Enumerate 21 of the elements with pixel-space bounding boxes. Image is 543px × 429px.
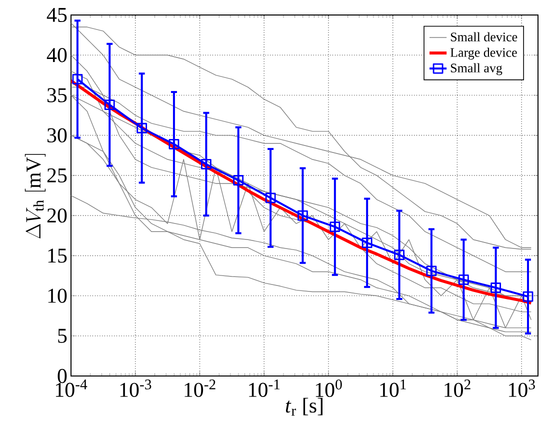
legend-label: Small avg [450,63,502,76]
x-tick-label: 10$^{0}$ [316,380,342,398]
y-axis-title: $\Delta V_{\mathrm{th}}\;[\mathrm{mV}]$ [24,154,46,238]
legend-label: Large device [450,48,517,60]
legend-label: Small device [450,32,518,42]
y-tick-label: 5 [58,328,67,343]
y-tick-label: 40 [46,48,67,62]
y-tick-label: 25 [47,168,67,182]
y-tick-label: 10 [48,288,67,303]
x-tick-label: 10$^{-1}$ [249,380,280,397]
x-tick-label: 10$^{2}$ [444,380,470,397]
y-tick-label: 30 [47,128,67,142]
x-tick-label: 10$^{3}$ [509,380,535,397]
y-tick-label: 15 [48,248,67,263]
x-axis-title: t$_{r}$ [s] [286,398,322,416]
y-tick-label: 20 [47,208,67,223]
x-tick-label: 10$^{-2}$ [184,380,216,397]
x-tick-label: 10$^{-3}$ [120,380,152,397]
y-tick-label: 35 [47,88,67,102]
y-tick-label: 45 [46,8,67,22]
x-tick-label: 10$^{1}$ [380,380,406,397]
